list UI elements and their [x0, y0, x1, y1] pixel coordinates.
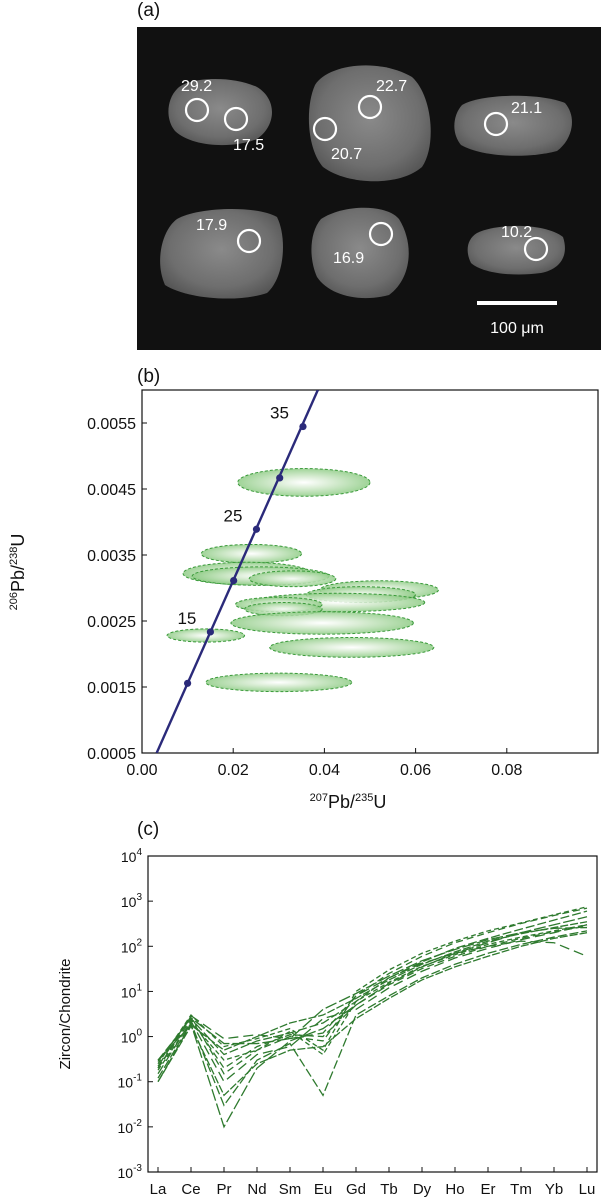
ree-x-tick-label: Er	[481, 1181, 496, 1198]
y-tick-label: 0.0025	[87, 614, 136, 631]
concordia-age-marker-30	[276, 474, 284, 482]
ree-x-tick-label: Dy	[413, 1181, 432, 1198]
x-tick-label: 0.08	[491, 762, 522, 779]
ree-x-tick-label: Yb	[545, 1181, 563, 1198]
ree-y-tick-label: 102	[121, 937, 143, 955]
spot-label-2: 17.5	[233, 137, 264, 154]
concordia-x-axis-title: 207Pb/235U	[310, 792, 387, 812]
data-ellipse-14	[205, 672, 353, 693]
ree-x-tick-label: Pr	[217, 1181, 232, 1198]
spot-circle-6	[236, 228, 262, 254]
ree-x-tick-label: Eu	[314, 1181, 332, 1198]
concordia-age-marker-15	[206, 628, 214, 636]
concordia-curve	[155, 390, 319, 753]
ree-x-tick-label: Ho	[445, 1181, 464, 1198]
data-ellipse-13	[269, 637, 435, 658]
concordia-age-label-35: 35	[270, 404, 289, 423]
spot-label-5: 21.1	[511, 100, 542, 117]
concordia-age-marker-35	[299, 422, 307, 431]
ree-x-tick-label: Tb	[380, 1181, 398, 1198]
scale-bar-label: 100 μm	[490, 320, 544, 337]
spot-label-8: 10.2	[501, 224, 532, 241]
x-tick-label: 0.02	[218, 762, 249, 779]
y-tick-label: 0.0045	[87, 482, 136, 499]
ree-series-line-6	[157, 921, 588, 1061]
y-tick-label: 0.0055	[87, 416, 136, 433]
concordia-age-marker-10	[184, 679, 192, 687]
data-ellipse-2	[200, 543, 303, 564]
ree-chart: La Ce Pr Nd Sm Eu Gd Tb Dy Ho Er Tm Yb Lu 104 103 102 101…	[57, 847, 598, 1198]
data-ellipse-1	[237, 468, 371, 497]
ree-series-line-3	[157, 916, 588, 1129]
y-tick-label: 0.0015	[87, 680, 136, 697]
ree-series-line-7	[157, 930, 588, 1107]
ree-x-tick-label: Tm	[510, 1181, 532, 1198]
ree-series-line-4	[157, 906, 588, 1065]
x-tick-label: 0.00	[126, 762, 157, 779]
concordia-age-marker-20	[230, 577, 238, 585]
x-tick-label: 0.06	[400, 762, 431, 779]
spot-label-7: 16.9	[333, 250, 364, 267]
ree-series-line-10	[157, 924, 588, 1071]
spot-circle-5	[483, 111, 509, 137]
spot-circle-4	[312, 116, 338, 142]
scale-bar	[477, 301, 557, 305]
cl-image-panel: 29.2 17.5 22.7 20.7 21.1 17.9 16.9 10.2 …	[137, 27, 601, 350]
ree-y-tick-label: 10-2	[118, 1118, 143, 1136]
spot-label-3: 22.7	[376, 78, 407, 95]
y-tick-label: 0.0035	[87, 548, 136, 565]
panel-label-c: (c)	[137, 819, 160, 840]
ree-x-tick-label: Sm	[279, 1181, 302, 1198]
x-tick-label: 0.04	[309, 762, 340, 779]
spot-circle-2	[223, 106, 249, 132]
zircon-grain-1	[168, 78, 272, 146]
data-ellipse-11	[230, 611, 414, 635]
ree-x-tick-label: La	[150, 1181, 167, 1198]
data-ellipse-5	[248, 570, 337, 588]
ree-y-tick-label: 10-3	[118, 1163, 143, 1181]
ree-x-tick-label: Gd	[346, 1181, 366, 1198]
ree-x-tick-label: Nd	[247, 1181, 266, 1198]
ree-series-line-8	[157, 925, 588, 1070]
spot-circle-1	[184, 97, 210, 123]
concordia-plot-frame	[141, 389, 599, 754]
ree-series-line-11	[157, 940, 588, 1067]
zircon-grain-5	[311, 207, 409, 299]
concordia-age-label-25: 25	[224, 506, 243, 525]
ree-series-line-9	[157, 926, 588, 1062]
zircon-grain-2	[308, 65, 431, 182]
cl-image: 29.2 17.5 22.7 20.7 21.1 17.9 16.9 10.2 …	[160, 65, 572, 337]
ree-series-line-12	[157, 932, 588, 1097]
spot-label-6: 17.9	[196, 217, 227, 234]
spot-circle-3	[357, 94, 383, 120]
spot-circle-7	[368, 221, 394, 247]
ree-y-tick-label: 100	[121, 1028, 143, 1046]
concordia-age-label-15: 15	[177, 609, 196, 628]
ree-y-tick-label: 103	[121, 892, 143, 910]
concordia-chart: 15 25 35 0.00 0.02 0.04 0.06 0.08 0.0005 0.0015 0…	[8, 389, 599, 812]
concordia-y-axis-title: 206Pb/238U	[8, 534, 28, 611]
spot-circle-8	[523, 236, 549, 262]
ree-y-axis-title: Zircon/Chondrite	[57, 959, 74, 1070]
ree-y-tick-label: 101	[121, 982, 143, 1000]
panel-label-b: (b)	[137, 366, 161, 387]
y-tick-label: 0.0005	[87, 746, 136, 763]
ree-y-tick-label: 10-1	[118, 1073, 143, 1091]
ree-x-tick-label: Ce	[181, 1181, 200, 1198]
ree-x-tick-label: Lu	[579, 1181, 596, 1198]
ree-plot-frame	[147, 855, 598, 1173]
spot-label-4: 20.7	[331, 146, 362, 163]
zircon-grain-3	[454, 95, 572, 156]
concordia-age-marker-25	[252, 525, 261, 533]
panel-label-a: (a)	[137, 0, 161, 21]
ree-y-tick-label: 104	[121, 847, 143, 865]
ree-series-line-5	[157, 924, 588, 1083]
spot-label-1: 29.2	[181, 78, 212, 95]
